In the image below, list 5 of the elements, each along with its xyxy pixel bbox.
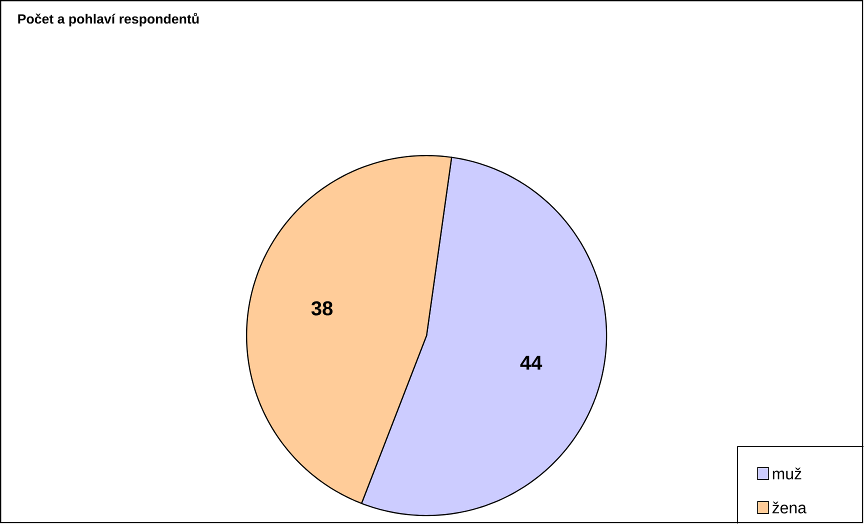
legend-label: žena — [772, 502, 806, 514]
data-label: 44 — [520, 356, 542, 370]
data-label: 38 — [311, 301, 333, 316]
text: Počet a pohlaví respondentů — [18, 12, 199, 26]
legend-label: muž — [772, 468, 802, 480]
